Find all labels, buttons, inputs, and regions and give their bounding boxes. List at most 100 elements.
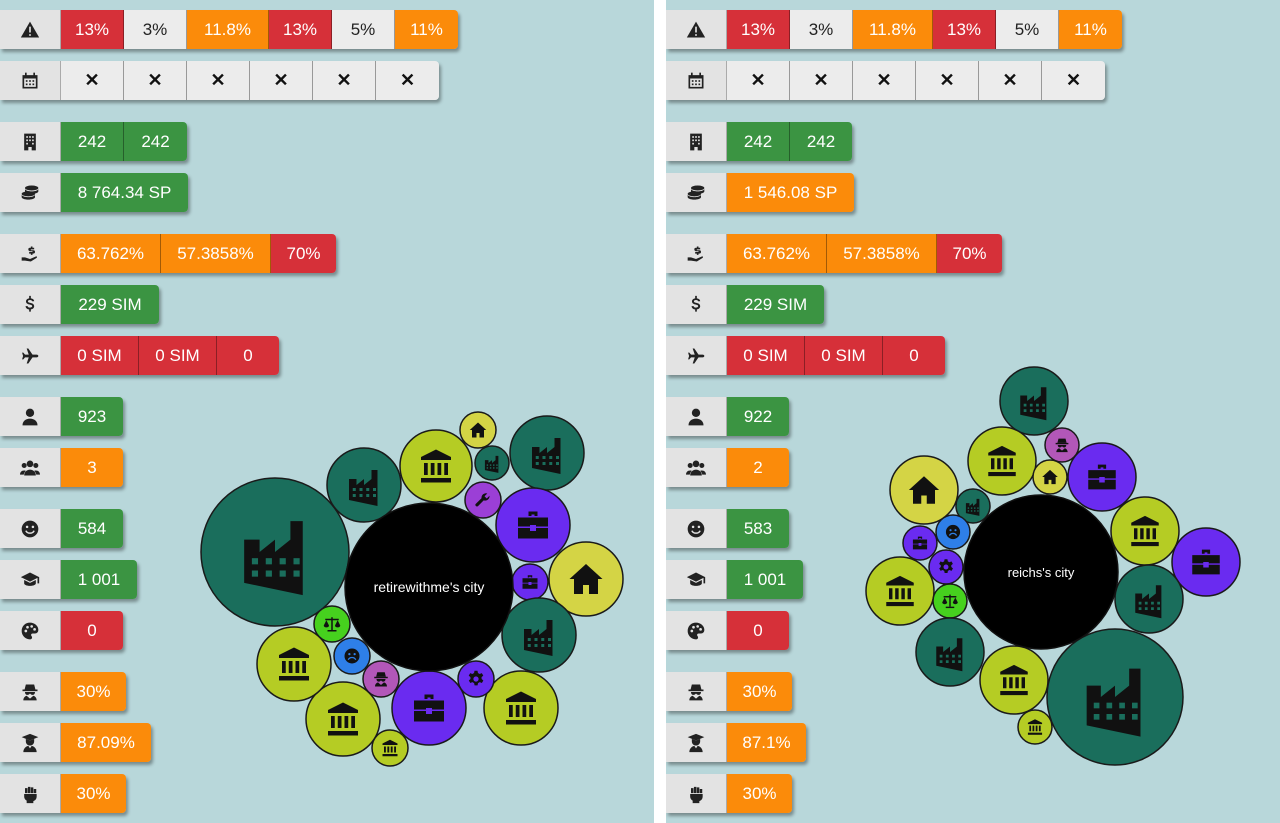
factory-icon	[532, 438, 561, 474]
stat-row-plane: 0 SIM 0 SIM 0	[666, 336, 945, 375]
building-bubble-bank[interactable]	[1110, 496, 1180, 566]
calendar-icon	[0, 61, 61, 100]
building-bubble-house[interactable]	[548, 541, 624, 617]
building-bubble-briefcase[interactable]	[902, 525, 938, 561]
smile-icon	[666, 509, 727, 548]
building-bubble-bank[interactable]	[483, 670, 559, 746]
right-city-panel: 13% 3% 11.8% 13% 5% 11% ✕ ✕ ✕ ✕ ✕ ✕ 242 242 1 546.08 S…	[666, 0, 1280, 823]
calendar-value: ✕	[313, 61, 376, 100]
stat-row-dollar: 229 SIM	[0, 285, 159, 324]
building-bubble-briefcase[interactable]	[495, 487, 571, 563]
stat-row-fist: 30%	[0, 774, 126, 813]
risk-value: 11.8%	[187, 10, 269, 49]
building-bubble-house[interactable]	[1032, 459, 1068, 495]
bank-icon	[1131, 515, 1159, 547]
wrench-icon	[475, 493, 490, 507]
spy-value: 30%	[61, 672, 126, 711]
building-bubble-factory[interactable]	[509, 415, 585, 491]
gear-icon	[468, 670, 484, 686]
culture-value: 0	[727, 611, 789, 650]
briefcase-icon	[414, 694, 444, 722]
stat-row-income: 63.762% 57.3858% 70%	[666, 234, 1002, 273]
buildings-value: 242	[790, 122, 852, 161]
risk-value: 5%	[332, 10, 395, 49]
sad-face-icon	[344, 648, 360, 664]
building-bubble-house[interactable]	[889, 455, 959, 525]
building-bubble-scales[interactable]	[932, 583, 968, 619]
calendar-value: ✕	[124, 61, 187, 100]
buildings-value: 242	[124, 122, 187, 161]
building-icon	[0, 122, 61, 161]
stat-row-dollar: 229 SIM	[666, 285, 824, 324]
scales-icon	[323, 617, 341, 632]
group-value: 3	[61, 448, 123, 487]
income-value: 63.762%	[727, 234, 827, 273]
building-bubble-factory[interactable]	[915, 617, 985, 687]
building-bubble-factory[interactable]	[474, 445, 510, 481]
building-bubble-bank[interactable]	[256, 626, 332, 702]
calendar-value: ✕	[727, 61, 790, 100]
fist-icon	[0, 774, 61, 813]
building-bubble-briefcase[interactable]	[1171, 527, 1241, 597]
city-center[interactable]: retirewithme's city	[344, 502, 514, 672]
building-bubble-sad-face[interactable]	[935, 514, 971, 550]
risk-value: 13%	[727, 10, 790, 49]
stat-row-education: 1 001	[666, 560, 803, 599]
factory-icon	[484, 455, 499, 473]
stat-row-culture: 0	[666, 611, 789, 650]
building-bubble-bank[interactable]	[979, 645, 1049, 715]
sad-face-icon	[945, 524, 961, 540]
stat-row-person: 923	[0, 397, 123, 436]
stat-row-smile: 584	[0, 509, 123, 548]
bank-icon	[886, 575, 914, 607]
income-value: 57.3858%	[161, 234, 271, 273]
building-bubble-scales[interactable]	[313, 605, 351, 643]
building-bubble-gear[interactable]	[457, 660, 495, 698]
building-bubble-bank[interactable]	[399, 429, 473, 503]
group-icon	[0, 448, 61, 487]
building-bubble-factory[interactable]	[501, 597, 577, 673]
building-bubble-bank[interactable]	[371, 729, 409, 767]
stat-row-plane: 0 SIM 0 SIM 0	[0, 336, 279, 375]
risk-value: 3%	[124, 10, 187, 49]
plane-value: 0 SIM	[805, 336, 883, 375]
building-bubble-bank[interactable]	[967, 426, 1037, 496]
building-bubble-briefcase[interactable]	[391, 670, 467, 746]
building-bubble-bank[interactable]	[1017, 709, 1053, 745]
risk-value: 3%	[790, 10, 853, 49]
person-icon	[666, 397, 727, 436]
city-center[interactable]: reichs's city	[963, 494, 1119, 650]
graduate-value: 87.09%	[61, 723, 151, 762]
building-bubble-factory[interactable]	[999, 366, 1069, 436]
income-value: 70%	[271, 234, 336, 273]
smile-icon	[0, 509, 61, 548]
building-bubble-briefcase[interactable]	[511, 563, 549, 601]
warning-icon	[0, 10, 61, 49]
calendar-value: ✕	[916, 61, 979, 100]
fist-value: 30%	[61, 774, 126, 813]
building-bubble-wrench[interactable]	[464, 481, 502, 519]
building-bubble-house[interactable]	[459, 411, 497, 449]
group-value: 2	[727, 448, 789, 487]
plane-value: 0	[217, 336, 279, 375]
calendar-value: ✕	[250, 61, 313, 100]
fist-value: 30%	[727, 774, 792, 813]
building-bubble-factory[interactable]	[1046, 628, 1184, 766]
stat-row-fist: 30%	[666, 774, 792, 813]
stat-row-risk: 13% 3% 11.8% 13% 5% 11%	[666, 10, 1122, 49]
house-icon	[908, 476, 940, 504]
stat-row-spy: 30%	[666, 672, 792, 711]
building-bubble-sad-face[interactable]	[333, 637, 371, 675]
building-bubble-factory[interactable]	[955, 488, 991, 524]
building-bubble-bank[interactable]	[865, 556, 935, 626]
building-bubble-factory[interactable]	[326, 447, 402, 523]
building-bubble-bank[interactable]	[305, 681, 381, 757]
building-bubble-spy[interactable]	[1044, 427, 1080, 463]
briefcase-icon	[912, 536, 928, 550]
building-bubble-factory[interactable]	[200, 477, 350, 627]
building-bubble-briefcase[interactable]	[1067, 442, 1137, 512]
building-bubble-gear[interactable]	[928, 549, 964, 585]
building-bubble-spy[interactable]	[362, 660, 400, 698]
building-bubble-factory[interactable]	[1114, 564, 1184, 634]
dollar-icon	[0, 285, 61, 324]
